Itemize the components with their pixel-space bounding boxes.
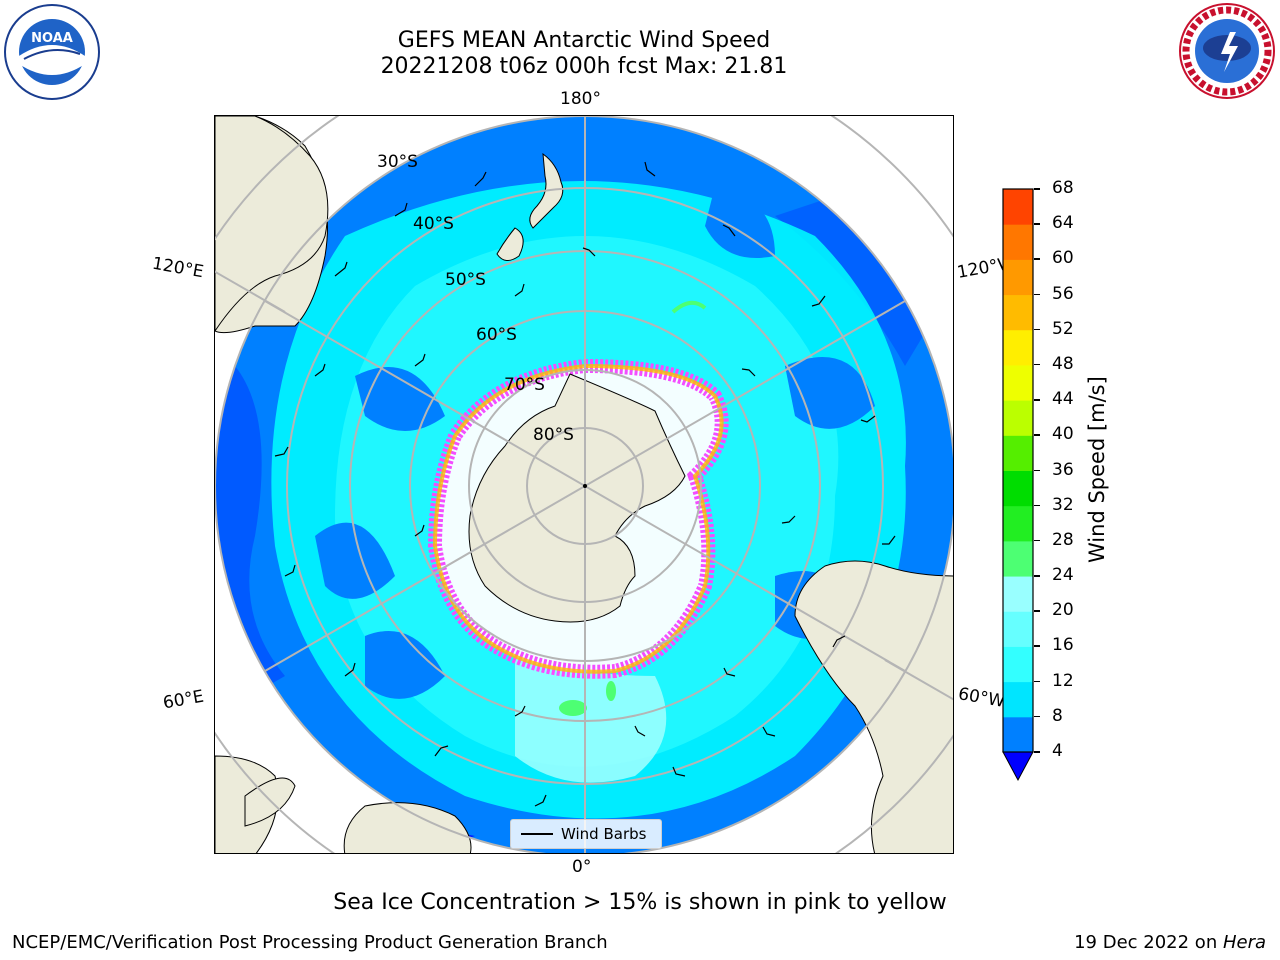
land-masses (215, 116, 953, 853)
colorbar-tick-label: 56 (1052, 283, 1074, 304)
colorbar-tick-mark (1034, 258, 1040, 260)
colorbar-tick-mark (1034, 610, 1040, 612)
colorbar-tick-mark (1034, 399, 1040, 401)
map-legend: Wind Barbs (510, 819, 662, 849)
lon-label-0: 0° (572, 857, 592, 877)
colorbar-cell (1003, 646, 1033, 683)
colorbar-tick-mark (1034, 575, 1040, 577)
colorbar-cell (1003, 189, 1033, 225)
colorbar-tick-mark (1034, 293, 1040, 296)
colorbar-cell (1003, 576, 1033, 612)
lon-label-180: 180° (560, 89, 601, 109)
colorbar-cell (1003, 681, 1033, 718)
chart-title: GEFS MEAN Antarctic Wind Speed (397, 28, 771, 53)
colorbar-tick-label: 52 (1052, 318, 1074, 339)
colorbar (1002, 188, 1034, 783)
lon-label-120e: 120°E (150, 253, 206, 283)
caption: Sea Ice Concentration > 15% is shown in … (333, 890, 947, 915)
colorbar-cell (1003, 716, 1033, 753)
colorbar-cell (1003, 540, 1033, 577)
colorbar-tick-label: 48 (1052, 353, 1074, 374)
colorbar-cell (1003, 435, 1033, 471)
lon-label-60e: 60°E (161, 686, 206, 714)
lat-label-80s: 80°S (533, 425, 574, 445)
colorbar-tick-label: 20 (1052, 600, 1074, 621)
lat-label-60s: 60°S (476, 325, 517, 345)
colorbar-tick-label: 16 (1052, 635, 1074, 656)
footer-date: 19 Dec 2022 on (1074, 932, 1223, 953)
colorbar-tick-label: 40 (1052, 424, 1074, 445)
colorbar-tick-mark (1034, 680, 1040, 683)
legend-line-swatch (521, 833, 553, 835)
colorbar-cell (1003, 611, 1033, 647)
colorbar-cell (1003, 329, 1033, 366)
lat-label-30s: 30°S (377, 152, 418, 172)
colorbar-tick-mark (1034, 434, 1040, 436)
colorbar-tick-mark (1034, 539, 1040, 542)
colorbar-tick-label: 32 (1052, 494, 1074, 515)
colorbar-cell (1003, 224, 1033, 260)
colorbar-tick-label: 24 (1052, 565, 1074, 586)
colorbar-tick-label: 12 (1052, 670, 1074, 691)
colorbar-cell (1003, 505, 1033, 542)
legend-label: Wind Barbs (561, 825, 647, 843)
wind-barbs (274, 161, 896, 807)
lat-label-50s: 50°S (445, 270, 486, 290)
colorbar-label: Wind Speed [m/s] (1085, 376, 1109, 563)
svg-text:NOAA: NOAA (31, 31, 73, 46)
colorbar-tick-mark (1034, 328, 1040, 331)
noaa-logo: NOAA (4, 4, 100, 100)
lat-label-70s: 70°S (504, 375, 545, 395)
colorbar-tick-mark (1034, 469, 1040, 471)
colorbar-tick-mark (1034, 188, 1040, 190)
lat-label-40s: 40°S (413, 214, 454, 234)
colorbar-tick-label: 44 (1052, 389, 1074, 410)
colorbar-tick-label: 36 (1052, 459, 1074, 480)
colorbar-tick-label: 28 (1052, 529, 1074, 550)
colorbar-tick-mark (1034, 504, 1040, 507)
chart-subtitle: 20221208 t06z 000h fcst Max: 21.81 (380, 54, 788, 79)
colorbar-tick-label: 68 (1052, 178, 1074, 198)
footer-right: 19 Dec 2022 on Hera (1074, 932, 1266, 953)
colorbar-cell (1003, 259, 1033, 296)
nws-logo (1178, 2, 1276, 100)
colorbar-extend-arrow (1002, 751, 1034, 782)
colorbar-tick-mark (1034, 363, 1040, 366)
polar-map: 30°S 40°S 50°S 60°S 70°S 80°S Wind Barbs (214, 115, 954, 854)
colorbar-tick-mark (1034, 751, 1040, 753)
colorbar-tick-mark (1034, 715, 1040, 718)
lon-label-60w: 60°W (956, 684, 1007, 712)
colorbar-cell (1003, 364, 1033, 401)
colorbar-tick-mark (1034, 223, 1040, 225)
colorbar-tick-label: 8 (1052, 705, 1063, 726)
colorbar-tick-mark (1034, 645, 1040, 647)
colorbar-cell (1003, 400, 1033, 436)
colorbar-ticks: 4 8 12 16 20 24 28 32 36 40 44 48 52 56 60 64 68 (1034, 178, 1094, 768)
colorbar-cell (1003, 470, 1033, 507)
colorbar-tick-label: 60 (1052, 248, 1074, 269)
colorbar-tick-label: 64 (1052, 213, 1074, 234)
colorbar-cell (1003, 294, 1033, 331)
footer-left: NCEP/EMC/Verification Post Processing Pr… (12, 932, 608, 953)
colorbar-tick-label: 4 (1052, 741, 1063, 761)
footer-host: Hera (1222, 932, 1266, 953)
